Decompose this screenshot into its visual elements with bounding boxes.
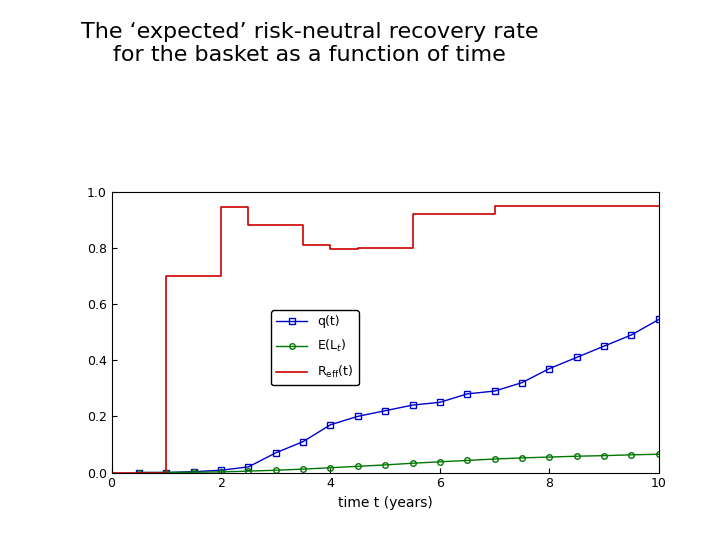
E(L$_t$) — [518, 455, 526, 461]
E(L$_t$) — [135, 469, 143, 476]
E(L$_t$) — [354, 463, 362, 470]
q(t) — [244, 464, 253, 470]
q(t) — [600, 343, 608, 349]
q(t) — [162, 469, 171, 476]
E(L$_t$) — [381, 462, 390, 468]
R$_{\rm eff}$(t) — [381, 245, 390, 251]
R$_{\rm eff}$(t) — [408, 245, 417, 251]
Line: E(L$_t$): E(L$_t$) — [136, 451, 662, 475]
q(t) — [518, 380, 526, 386]
E(L$_t$) — [271, 467, 280, 474]
E(L$_t$) — [654, 451, 663, 457]
R$_{\rm eff}$(t) — [162, 469, 171, 476]
R$_{\rm eff}$(t) — [107, 469, 116, 476]
E(L$_t$) — [408, 460, 417, 467]
q(t) — [545, 366, 554, 372]
q(t) — [654, 316, 663, 323]
E(L$_t$) — [490, 456, 499, 462]
q(t) — [463, 390, 472, 397]
R$_{\rm eff}$(t) — [408, 211, 417, 218]
q(t) — [490, 388, 499, 394]
Line: R$_{\rm eff}$(t): R$_{\rm eff}$(t) — [112, 206, 659, 472]
E(L$_t$) — [436, 458, 444, 465]
q(t) — [381, 408, 390, 414]
E(L$_t$) — [545, 454, 554, 460]
Text: The ‘expected’ risk-neutral recovery rate
for the basket as a function of time: The ‘expected’ risk-neutral recovery rat… — [81, 22, 539, 65]
q(t) — [217, 467, 225, 474]
R$_{\rm eff}$(t) — [244, 204, 253, 211]
R$_{\rm eff}$(t) — [244, 222, 253, 228]
R$_{\rm eff}$(t) — [490, 211, 499, 218]
q(t) — [408, 402, 417, 408]
R$_{\rm eff}$(t) — [463, 211, 472, 218]
q(t) — [135, 469, 143, 476]
R$_{\rm eff}$(t) — [217, 204, 225, 211]
R$_{\rm eff}$(t) — [299, 222, 307, 228]
q(t) — [436, 399, 444, 406]
R$_{\rm eff}$(t) — [518, 202, 526, 209]
q(t) — [271, 450, 280, 456]
q(t) — [189, 468, 198, 475]
Line: q(t): q(t) — [136, 316, 662, 475]
R$_{\rm eff}$(t) — [381, 245, 390, 251]
q(t) — [572, 354, 581, 361]
E(L$_t$) — [162, 469, 171, 476]
E(L$_t$) — [463, 457, 472, 464]
q(t) — [627, 332, 636, 338]
q(t) — [326, 422, 335, 428]
q(t) — [354, 413, 362, 420]
R$_{\rm eff}$(t) — [490, 202, 499, 209]
E(L$_t$) — [217, 469, 225, 475]
Legend: q(t), E(L$_t$), R$_{\rm eff}$(t): q(t), E(L$_t$), R$_{\rm eff}$(t) — [271, 310, 359, 386]
R$_{\rm eff}$(t) — [217, 273, 225, 279]
R$_{\rm eff}$(t) — [162, 273, 171, 279]
E(L$_t$) — [627, 451, 636, 458]
E(L$_t$) — [189, 469, 198, 475]
X-axis label: time t (years): time t (years) — [338, 496, 433, 510]
R$_{\rm eff}$(t) — [463, 211, 472, 218]
E(L$_t$) — [326, 464, 335, 471]
E(L$_t$) — [244, 468, 253, 474]
R$_{\rm eff}$(t) — [299, 242, 307, 248]
E(L$_t$) — [600, 453, 608, 459]
R$_{\rm eff}$(t) — [354, 246, 362, 253]
q(t) — [299, 438, 307, 445]
R$_{\rm eff}$(t) — [654, 202, 663, 209]
R$_{\rm eff}$(t) — [518, 202, 526, 209]
R$_{\rm eff}$(t) — [326, 246, 335, 253]
E(L$_t$) — [299, 466, 307, 472]
R$_{\rm eff}$(t) — [354, 245, 362, 251]
E(L$_t$) — [572, 453, 581, 460]
R$_{\rm eff}$(t) — [326, 242, 335, 248]
